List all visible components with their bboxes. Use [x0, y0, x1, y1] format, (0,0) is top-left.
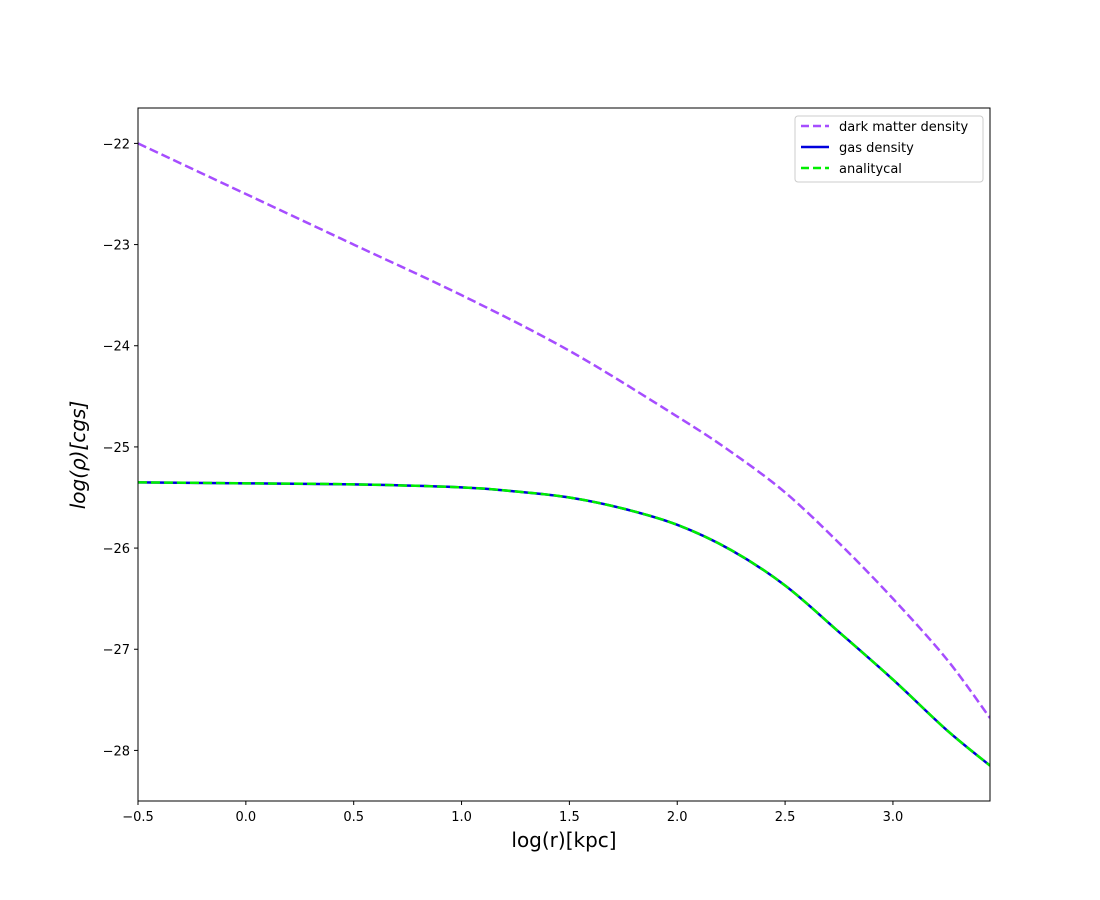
y-tick-label: −23 — [103, 239, 130, 254]
legend-label: gas density — [839, 141, 914, 156]
x-tick-label: 2.5 — [775, 810, 796, 825]
y-axis-label: log(ρ)[cgs] — [66, 401, 90, 510]
y-tick-label: −27 — [103, 643, 130, 658]
dark-matter-density-line — [138, 142, 990, 719]
y-tick-label: −26 — [103, 542, 130, 557]
x-tick-label: 1.5 — [559, 810, 580, 825]
series-layer — [138, 142, 990, 767]
legend-entry-analytical: analitycal — [801, 162, 902, 177]
plot-frame — [137, 107, 991, 802]
legend-label: dark matter density — [839, 120, 968, 135]
legend-label: analitycal — [839, 162, 902, 177]
x-axis-label: log(r)[kpc] — [511, 828, 616, 852]
y-tick-label: −22 — [103, 137, 130, 152]
y-tick-label: −25 — [103, 441, 130, 456]
y-axis: −22 −23 −24 −25 −26 −27 −28 — [103, 137, 138, 759]
x-tick-label: 3.0 — [883, 810, 904, 825]
x-tick-label: −0.5 — [122, 810, 154, 825]
legend-box — [794, 115, 984, 183]
x-tick-label: 2.0 — [667, 810, 688, 825]
x-axis: −0.5 0.0 0.5 1.0 1.5 2.0 2.5 3.0 — [122, 801, 903, 825]
legend: dark matter density gas density analitycal — [794, 115, 984, 183]
x-tick-label: 1.0 — [451, 810, 472, 825]
x-tick-label: 0.0 — [236, 810, 257, 825]
x-tick-label: 0.5 — [343, 810, 364, 825]
legend-entry-gas-density: gas density — [801, 141, 914, 156]
legend-entry-dark-matter-density: dark matter density — [801, 120, 968, 135]
y-tick-label: −28 — [103, 744, 130, 759]
y-tick-label: −24 — [103, 340, 130, 355]
analytical-line — [138, 481, 990, 767]
